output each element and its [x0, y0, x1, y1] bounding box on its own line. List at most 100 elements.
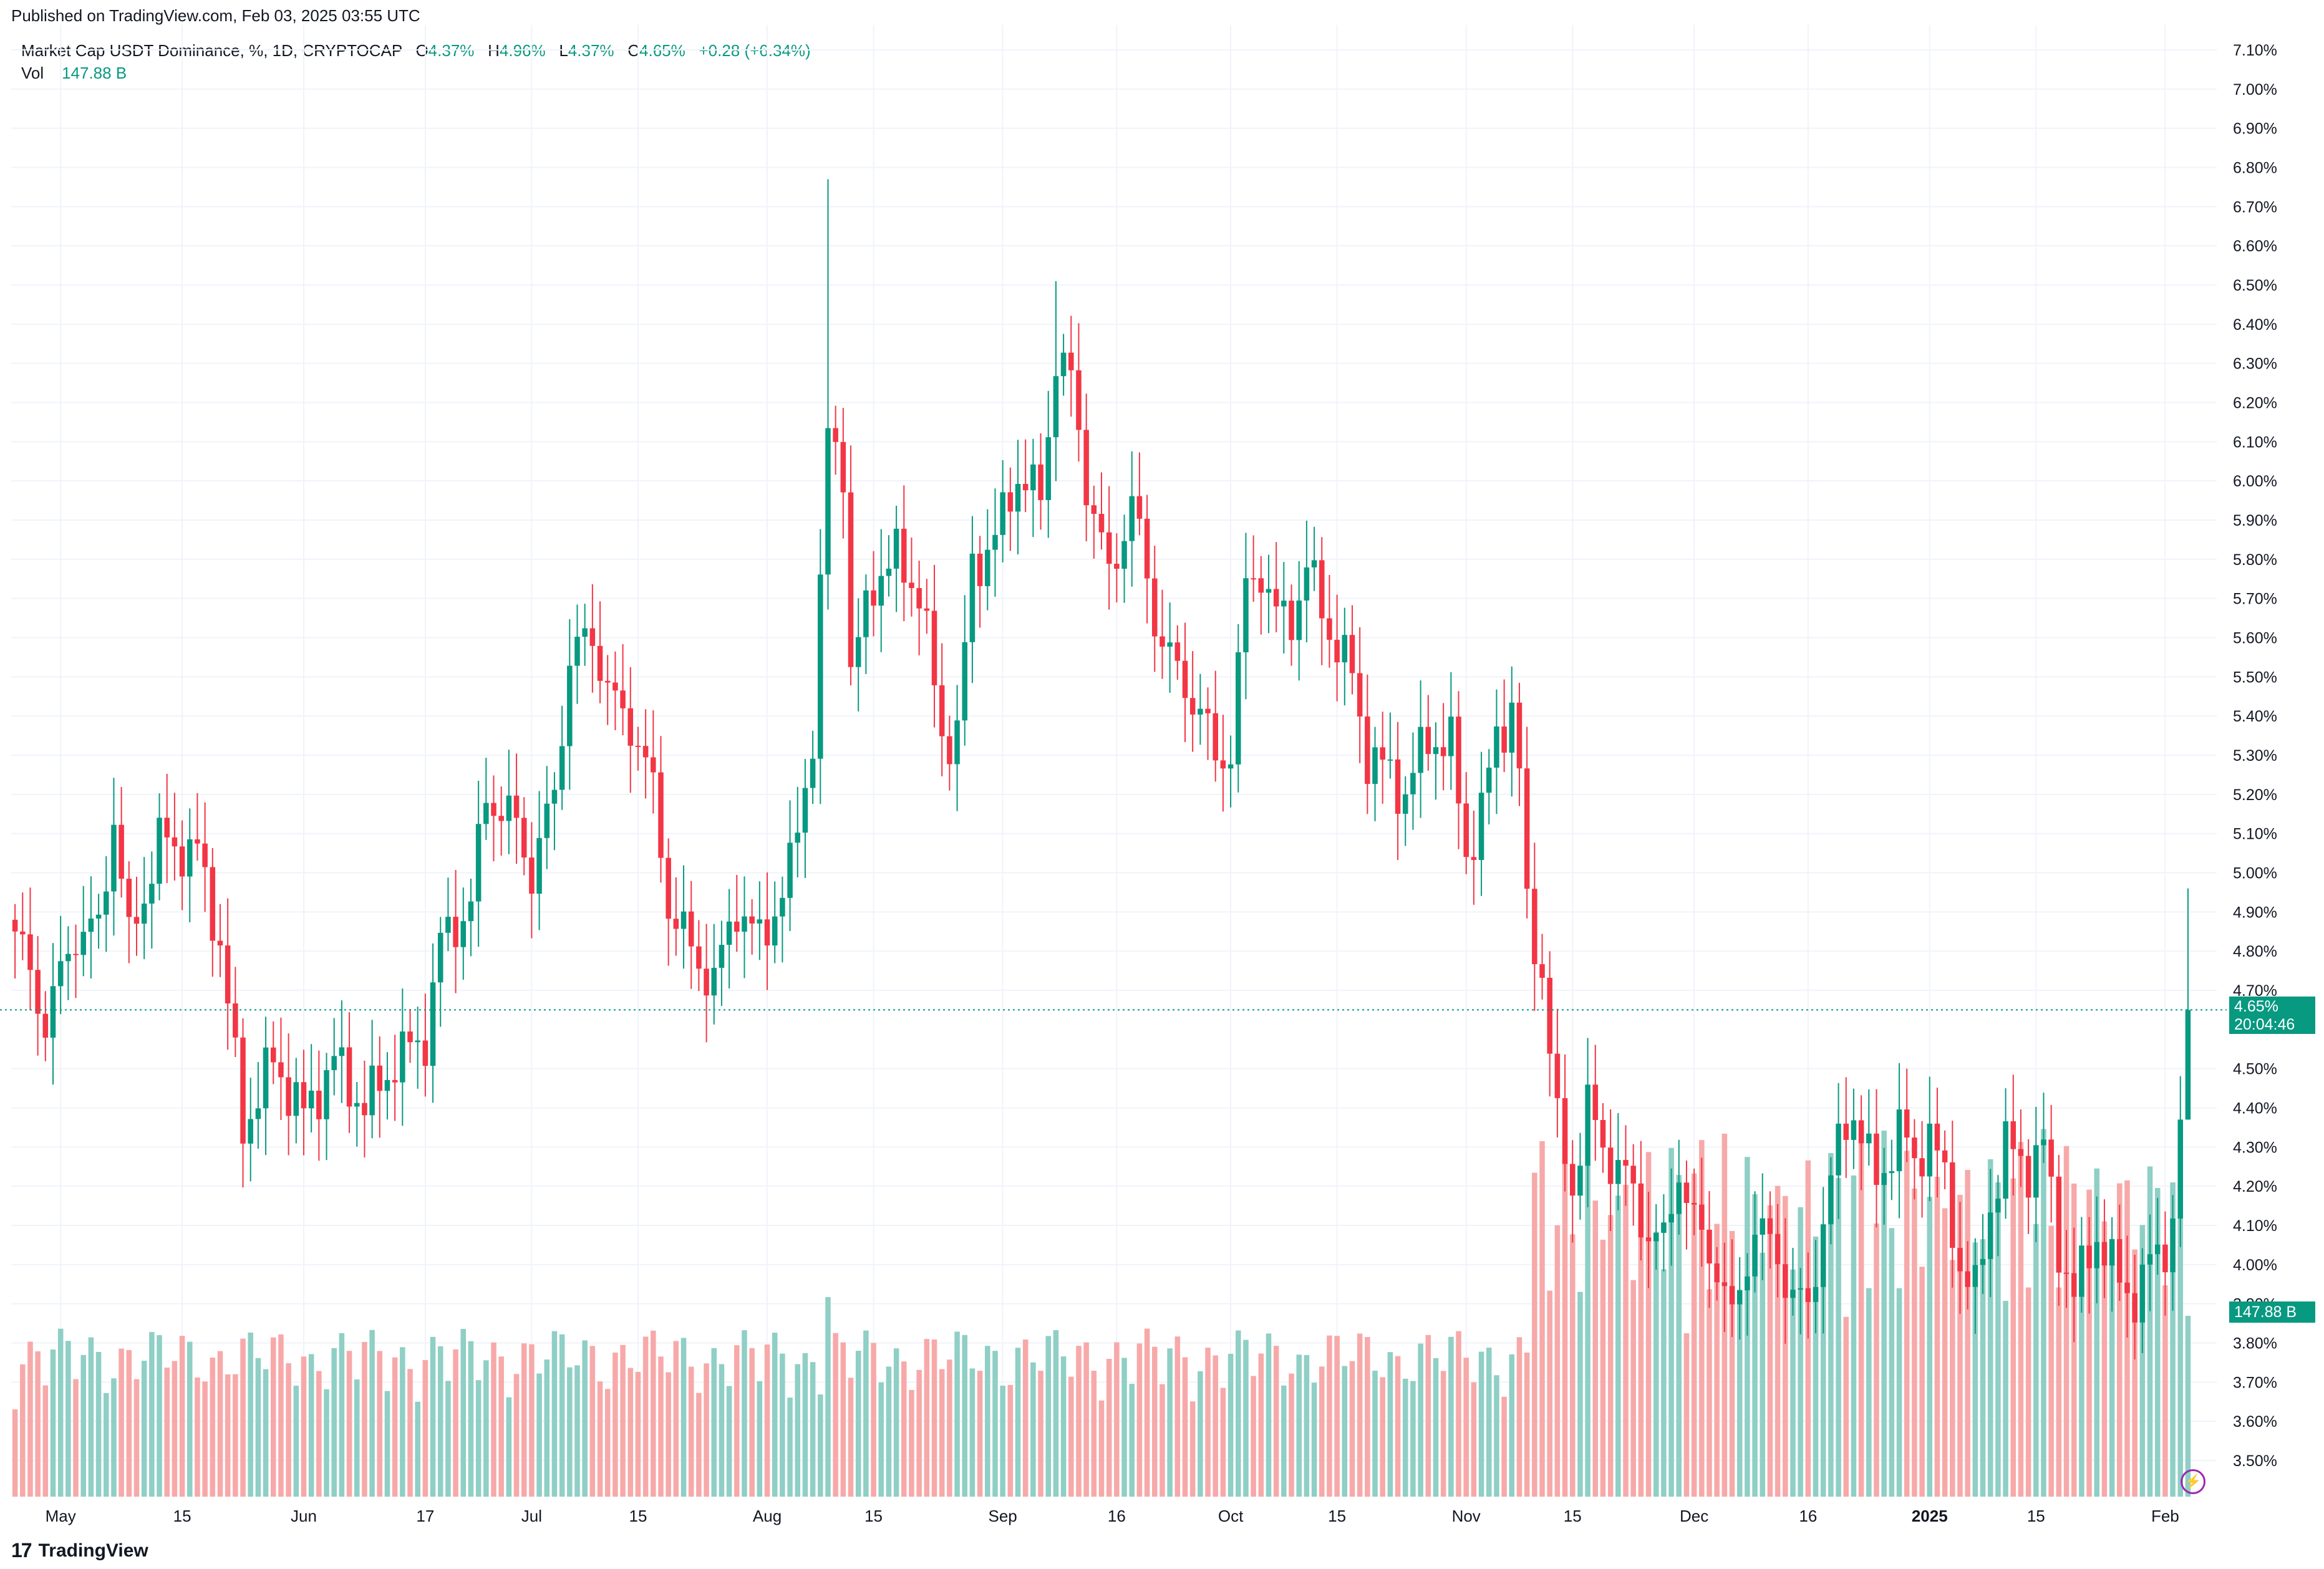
candle-body	[445, 917, 451, 933]
candle-body	[453, 917, 458, 947]
volume-bar	[1478, 1351, 1484, 1497]
candle-body	[802, 788, 808, 833]
volume-bar	[582, 1340, 588, 1497]
volume-bar	[1372, 1371, 1378, 1497]
candle-body	[1076, 370, 1082, 430]
candle-body	[377, 1065, 383, 1091]
candle-body	[1638, 1183, 1644, 1238]
candle-body	[1843, 1123, 1849, 1140]
volume-bar	[1060, 1356, 1067, 1497]
volume-bar	[1083, 1342, 1089, 1497]
volume-bar	[50, 1349, 56, 1497]
time-axis[interactable]: May 15 Jun 17 Jul 15 Aug 15 Sep 16 Oct 15 Nov 15 Dec 16…	[46, 1507, 2179, 1525]
candle-body	[582, 628, 588, 637]
volume-bar	[604, 1389, 611, 1497]
candle-body	[422, 1040, 428, 1066]
candle-body	[2162, 1244, 2168, 1273]
candle-body	[529, 857, 535, 894]
time-tick-label: 2025	[1912, 1507, 1948, 1525]
volume-bar	[1592, 1200, 1599, 1497]
candle-body	[95, 914, 102, 919]
volume-value: 147.88 B	[62, 64, 127, 82]
candle-body	[1615, 1160, 1621, 1184]
candle-body	[651, 757, 656, 773]
volume-bar	[1235, 1330, 1241, 1497]
tradingview-logo[interactable]: 17 TradingView	[11, 1539, 148, 1562]
candle-body	[1881, 1173, 1887, 1185]
volume-bar	[1767, 1205, 1773, 1497]
flash-icon[interactable]: ⚡	[2181, 1469, 2205, 1494]
candle-body	[612, 682, 618, 691]
price-axis[interactable]: 7.10% 7.00% 6.90% 6.80% 6.70% 6.60% 6.50% 6.40%…	[2233, 42, 2277, 1470]
bar-countdown: 20:04:46	[2234, 1016, 2295, 1033]
volume-bar	[1380, 1377, 1385, 1497]
candle-body	[1273, 589, 1279, 607]
candle-body	[1714, 1263, 1720, 1283]
volume-bar	[810, 1362, 816, 1497]
price-tick-label: 4.20%	[2233, 1178, 2277, 1195]
candle-body	[1227, 764, 1234, 769]
candle-body	[384, 1079, 390, 1091]
candle-body	[248, 1119, 253, 1144]
candle-body	[1790, 1290, 1796, 1298]
volume-bar	[65, 1341, 71, 1497]
candle-body	[1912, 1137, 1917, 1159]
candle-body	[1919, 1158, 1925, 1177]
volume-bar	[217, 1351, 223, 1497]
volume-bar	[855, 1351, 861, 1497]
candle-body	[1022, 483, 1029, 491]
volume-bar	[1927, 1197, 1933, 1497]
candle-body	[2109, 1238, 2115, 1266]
price-tick-label: 6.50%	[2233, 277, 2277, 294]
price-tick-label: 4.10%	[2233, 1217, 2277, 1235]
volume-bar	[1942, 1208, 1948, 1497]
volume-tag: 147.88 B	[2229, 1301, 2315, 1323]
candle-body	[293, 1082, 299, 1116]
volume-bar	[567, 1367, 573, 1497]
candle-body	[1463, 803, 1469, 857]
candle-body	[1380, 747, 1385, 760]
volume-bar	[1790, 1269, 1796, 1497]
volume-bar	[1076, 1346, 1082, 1497]
volume-bar	[658, 1356, 664, 1497]
candle-body	[286, 1077, 291, 1116]
candle-body	[1486, 767, 1492, 793]
candle-body	[726, 921, 732, 945]
volume-bar	[757, 1381, 763, 1497]
volume-bar	[1569, 1234, 1576, 1497]
volume-bar	[1509, 1354, 1515, 1497]
price-tick-label: 3.80%	[2233, 1335, 2277, 1353]
candle-body	[2185, 1010, 2191, 1120]
volume-bar	[764, 1344, 770, 1497]
candle-body	[597, 645, 603, 681]
candle-body	[225, 945, 231, 1004]
price-tick-label: 7.00%	[2233, 81, 2277, 99]
volume-bar	[1136, 1343, 1143, 1497]
volume-bar	[1174, 1336, 1181, 1497]
candle-body	[1774, 1233, 1781, 1265]
volume-bar	[901, 1361, 907, 1497]
volume-bar	[833, 1333, 838, 1497]
price-tick-label: 4.00%	[2233, 1257, 2277, 1274]
volume-bar	[35, 1351, 41, 1497]
candle-body	[1866, 1133, 1872, 1144]
candle-body	[780, 897, 785, 917]
volume-bar	[2086, 1189, 2092, 1497]
candle-body	[589, 628, 596, 646]
candle-body	[111, 824, 117, 892]
volume-bar	[1456, 1331, 1461, 1497]
volume-bar	[1972, 1242, 1978, 1497]
candle-body	[1319, 560, 1325, 619]
candle-body	[1661, 1222, 1667, 1233]
candle-body	[119, 824, 124, 879]
candle-body	[164, 818, 170, 838]
candle-body	[1995, 1199, 2001, 1213]
candle-body	[1562, 1098, 1568, 1164]
candle-body	[1645, 1237, 1652, 1242]
candle-body	[1524, 768, 1530, 889]
price-tick-label: 6.90%	[2233, 120, 2277, 138]
volume-bar	[802, 1353, 808, 1497]
candle-body	[217, 940, 223, 946]
candle-body	[916, 587, 922, 609]
